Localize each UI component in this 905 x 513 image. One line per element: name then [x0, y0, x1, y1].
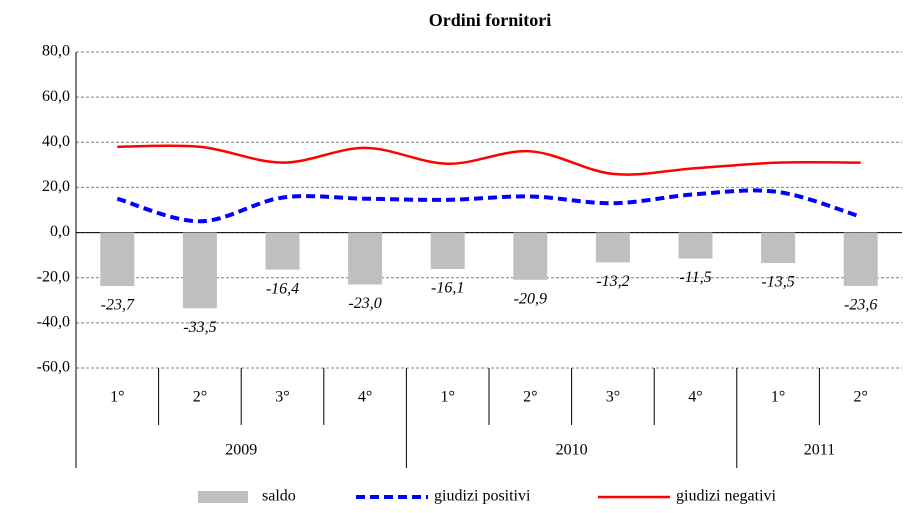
x-tick-label: 4°: [688, 389, 702, 406]
y-tick-label: -40,0: [37, 314, 70, 331]
bar: [430, 232, 465, 269]
chart-title: Ordini fornitori: [429, 10, 552, 30]
legend-label: saldo: [262, 488, 296, 505]
y-tick-label: 60,0: [42, 88, 70, 105]
x-tick-label: 2°: [193, 389, 207, 406]
legend-label: giudizi positivi: [434, 488, 531, 505]
line: [117, 144, 861, 176]
x-tick-label: 1°: [440, 389, 454, 406]
data-label: -33,5: [183, 319, 216, 336]
x-group-label: 2010: [556, 442, 588, 459]
y-tick-label: 0,0: [50, 223, 70, 240]
data-label: -16,1: [431, 280, 464, 297]
data-label: -13,2: [596, 273, 629, 290]
data-label: -13,5: [761, 274, 794, 291]
bar: [678, 232, 713, 259]
bar: [265, 232, 300, 270]
bar: [100, 232, 135, 287]
x-tick-label: 1°: [771, 389, 785, 406]
y-tick-label: 80,0: [42, 43, 70, 60]
x-tick-label: 2°: [853, 389, 867, 406]
bar: [513, 232, 548, 280]
data-label: -23,0: [348, 295, 381, 312]
data-label: -16,4: [266, 280, 299, 297]
data-label: -23,6: [844, 297, 877, 314]
x-tick-label: 4°: [358, 389, 372, 406]
y-tick-label: 20,0: [42, 178, 70, 195]
data-label: -20,9: [514, 290, 547, 307]
data-label: -23,7: [101, 297, 135, 314]
x-tick-label: 3°: [606, 389, 620, 406]
bar: [761, 232, 796, 264]
legend-label: giudizi negativi: [676, 488, 777, 505]
bar: [182, 232, 217, 309]
y-tick-label: 40,0: [42, 133, 70, 150]
y-tick-label: -60,0: [37, 359, 70, 376]
x-group-label: 2011: [804, 442, 835, 459]
data-label: -11,5: [679, 269, 711, 286]
x-tick-label: 1°: [110, 389, 124, 406]
legend-swatch: [198, 491, 248, 503]
bar: [595, 232, 630, 263]
x-group-label: 2009: [225, 442, 257, 459]
x-tick-label: 2°: [523, 389, 537, 406]
x-tick-label: 3°: [275, 389, 289, 406]
bar: [843, 232, 878, 286]
line: [116, 188, 862, 224]
bar: [348, 232, 383, 285]
y-tick-label: -20,0: [37, 268, 70, 285]
